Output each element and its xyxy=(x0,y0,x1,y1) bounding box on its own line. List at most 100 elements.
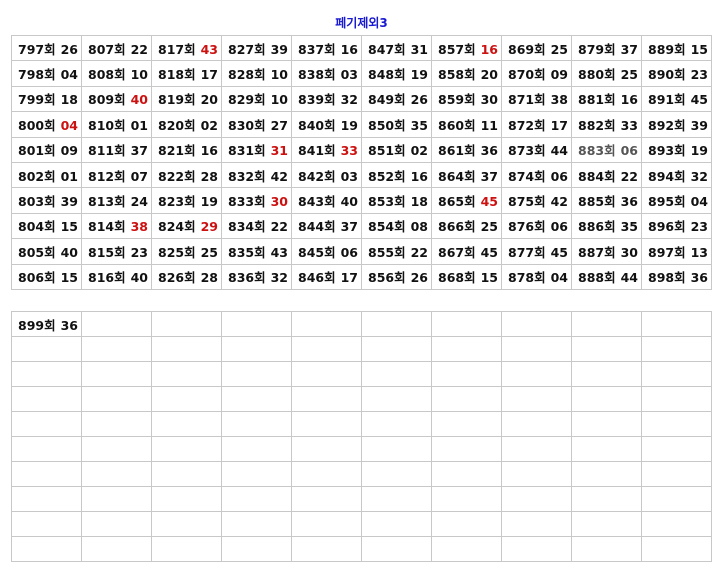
result-cell xyxy=(641,536,712,562)
result-cell: 828회 10 xyxy=(221,60,292,87)
result-cell: 897회 13 xyxy=(641,238,712,265)
round-label: 832회 xyxy=(228,168,266,184)
number-value: 15 xyxy=(690,41,708,57)
result-cell: 871회 38 xyxy=(501,85,572,113)
result-cell xyxy=(291,536,362,562)
result-cell: 882회 33 xyxy=(571,111,642,138)
result-cell: 856회 26 xyxy=(361,263,432,290)
round-label: 844회 xyxy=(298,219,336,235)
result-cell xyxy=(571,486,642,512)
number-value: 30 xyxy=(620,244,638,260)
result-cell xyxy=(361,511,432,537)
number-value: 37 xyxy=(480,168,498,184)
result-cell: 889회 15 xyxy=(641,34,712,62)
result-cell xyxy=(641,361,712,387)
number-value: 16 xyxy=(410,168,428,184)
result-cell xyxy=(501,486,572,512)
number-value: 02 xyxy=(410,143,428,159)
round-label: 853회 xyxy=(368,194,406,210)
result-cell xyxy=(431,461,502,487)
result-cell xyxy=(11,436,82,462)
result-cell xyxy=(151,336,222,362)
result-cell: 847회 31 xyxy=(361,34,432,62)
round-label: 798회 xyxy=(18,67,56,83)
number-value: 44 xyxy=(620,270,638,286)
round-label: 843회 xyxy=(298,194,336,210)
round-label: 806회 xyxy=(18,270,56,286)
result-cell xyxy=(361,336,432,362)
result-cell xyxy=(81,336,152,362)
result-cell: 800회 04 xyxy=(11,111,82,138)
result-cell: 861회 36 xyxy=(431,136,502,163)
number-value: 10 xyxy=(270,92,288,108)
number-value: 33 xyxy=(620,117,638,133)
round-label: 895회 xyxy=(648,194,686,210)
result-cell xyxy=(151,536,222,562)
number-value: 30 xyxy=(480,92,498,108)
number-value: 17 xyxy=(340,270,358,286)
result-cell: 867회 45 xyxy=(431,238,502,265)
round-label: 805회 xyxy=(18,244,56,260)
result-cell xyxy=(501,411,572,437)
result-cell: 811회 37 xyxy=(81,136,152,163)
number-value: 04 xyxy=(550,270,568,286)
round-label: 889회 xyxy=(648,41,686,57)
result-cell xyxy=(641,386,712,412)
result-cell xyxy=(11,536,82,562)
round-label: 815회 xyxy=(88,244,126,260)
result-cell: 826회 28 xyxy=(151,263,222,290)
number-value: 29 xyxy=(200,219,218,235)
number-value: 36 xyxy=(690,270,708,286)
result-cell xyxy=(361,536,432,562)
result-cell xyxy=(221,386,292,412)
result-cell xyxy=(151,411,222,437)
round-label: 800회 xyxy=(18,117,56,133)
round-label: 799회 xyxy=(18,92,56,108)
round-label: 833회 xyxy=(228,194,266,210)
result-cell xyxy=(431,311,502,337)
round-label: 841회 xyxy=(298,143,336,159)
round-label: 817회 xyxy=(158,41,196,57)
result-cell: 883회 06 xyxy=(571,136,642,163)
result-cell xyxy=(11,386,82,412)
result-cell: 850회 35 xyxy=(361,111,432,138)
round-label: 837회 xyxy=(298,41,336,57)
result-cell: 844회 37 xyxy=(291,212,362,240)
result-cell: 812회 07 xyxy=(81,161,152,189)
round-label: 886회 xyxy=(578,219,616,235)
result-cell xyxy=(221,511,292,537)
result-cell: 805회 40 xyxy=(11,238,82,265)
result-cell: 836회 32 xyxy=(221,263,292,290)
round-label: 813회 xyxy=(88,194,126,210)
result-cell: 838회 03 xyxy=(291,60,362,87)
result-cell: 801회 09 xyxy=(11,136,82,163)
result-cell xyxy=(291,511,362,537)
result-cell: 857회 16 xyxy=(431,34,502,62)
table-row: 804회 15 814회 38 824회 29 834회 22 844회 37 854회 08 866회… xyxy=(11,212,712,240)
result-cell xyxy=(361,361,432,387)
number-value: 25 xyxy=(200,244,218,260)
number-value: 45 xyxy=(480,244,498,260)
table-row xyxy=(11,336,712,362)
round-label: 847회 xyxy=(368,41,406,57)
table-row xyxy=(11,436,712,462)
result-cell: 803회 39 xyxy=(11,187,82,214)
number-value: 19 xyxy=(200,194,218,210)
result-cell xyxy=(11,361,82,387)
result-cell: 832회 42 xyxy=(221,161,292,189)
round-label: 850회 xyxy=(368,117,406,133)
result-cell: 866회 25 xyxy=(431,212,502,240)
table-row xyxy=(11,511,712,537)
number-value: 42 xyxy=(270,168,288,184)
round-label: 870회 xyxy=(508,67,546,83)
round-label: 804회 xyxy=(18,219,56,235)
result-cell: 839회 32 xyxy=(291,85,362,113)
result-cell xyxy=(431,511,502,537)
round-label: 851회 xyxy=(368,143,406,159)
result-cell xyxy=(81,436,152,462)
result-cell: 854회 08 xyxy=(361,212,432,240)
result-cell xyxy=(571,361,642,387)
result-cell: 821회 16 xyxy=(151,136,222,163)
result-cell: 892회 39 xyxy=(641,111,712,138)
result-cell: 848회 19 xyxy=(361,60,432,87)
